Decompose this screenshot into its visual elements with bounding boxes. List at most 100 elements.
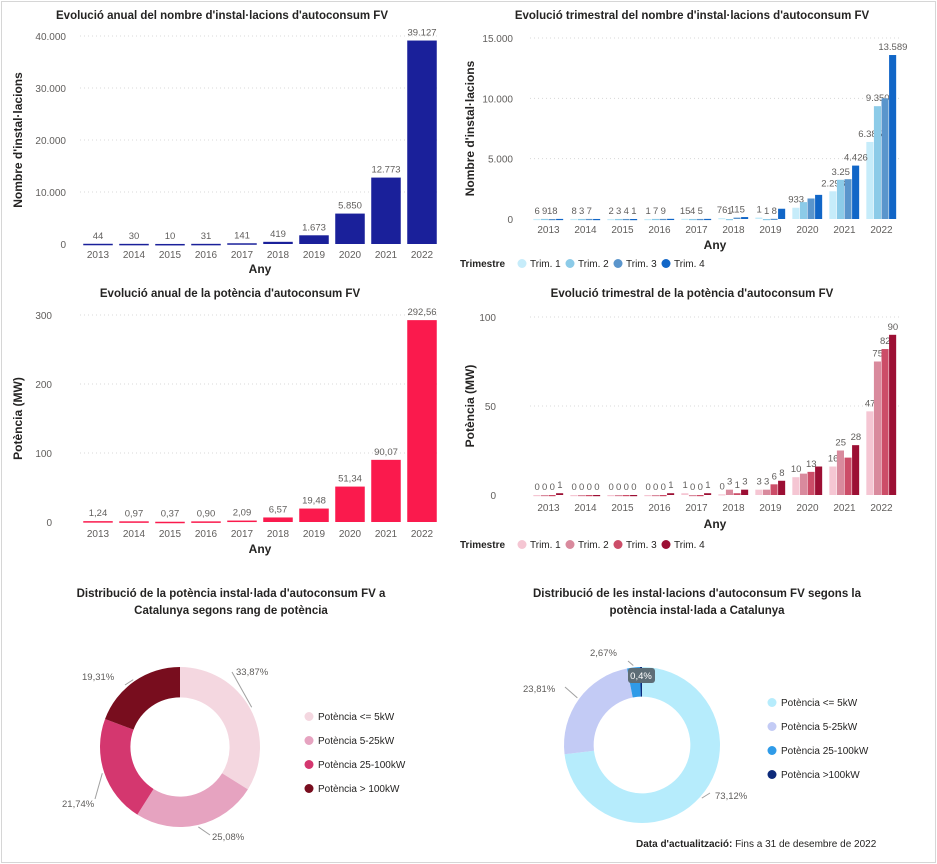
- legend-marker: [661, 540, 671, 549]
- data-label: 13: [806, 459, 817, 470]
- data-label: 1: [557, 480, 562, 491]
- data-label: 21,74%: [62, 799, 95, 810]
- y-tick-label: 200: [35, 380, 52, 391]
- label-leader: [231, 671, 253, 708]
- bar: [191, 243, 221, 246]
- update-date-label: Data d'actualització:: [636, 839, 733, 850]
- data-label: 141: [234, 230, 250, 241]
- bar-trim-4: [556, 493, 564, 495]
- data-label: 0: [587, 482, 592, 493]
- data-label: 3: [727, 477, 732, 488]
- legend-marker: [767, 698, 777, 707]
- bar-trim-2: [836, 450, 844, 495]
- data-label: 2: [608, 206, 613, 217]
- x-axis-title: Any: [249, 542, 272, 556]
- bar-trim-4: [704, 218, 712, 221]
- chart-quarterly-power: Evolució trimestral de la potència d'aut…: [460, 288, 900, 551]
- x-tick-label: 2022: [870, 503, 893, 514]
- data-label: 3.25: [831, 167, 850, 178]
- donut-slice: [180, 667, 260, 790]
- bar-trim-1: [644, 218, 652, 221]
- bar-trim-1: [829, 191, 837, 219]
- bar-trim-4: [852, 165, 860, 219]
- label-leader: [124, 679, 134, 686]
- data-label: 1: [682, 480, 687, 491]
- bar-trim-1: [607, 218, 615, 221]
- bar-trim-4: [667, 218, 675, 221]
- data-label: 8: [779, 468, 784, 479]
- data-label: 0: [534, 482, 539, 493]
- data-label: 18: [547, 206, 558, 217]
- x-tick-label: 2013: [87, 529, 110, 540]
- data-label: 33,87%: [236, 667, 269, 678]
- data-label: 51,34: [338, 474, 362, 485]
- data-label: 1: [735, 480, 740, 491]
- x-axis-title: Any: [249, 262, 272, 276]
- bar-trim-4: [630, 495, 638, 497]
- legend-marker: [565, 540, 575, 549]
- bar-trim-1: [792, 477, 800, 495]
- data-label: 4.426: [844, 153, 868, 164]
- x-tick-label: 2017: [685, 225, 708, 236]
- x-tick-label: 2017: [231, 529, 254, 540]
- data-label: 0,97: [125, 508, 144, 519]
- data-label: 10: [165, 231, 176, 242]
- y-tick-label: 10.000: [482, 94, 513, 105]
- x-tick-label: 2016: [195, 250, 218, 261]
- x-tick-label: 2014: [123, 250, 146, 261]
- bar-trim-3: [881, 349, 889, 495]
- legend-marker: [304, 712, 314, 721]
- data-label: 1: [727, 206, 732, 217]
- data-label: 73,12%: [715, 791, 748, 802]
- bar: [227, 243, 257, 245]
- data-label: 8: [772, 206, 777, 217]
- x-tick-label: 2018: [722, 503, 745, 514]
- data-label: 44: [93, 231, 104, 242]
- data-label: 0: [653, 482, 658, 493]
- bar-trim-4: [741, 217, 749, 219]
- data-label: 47: [865, 398, 876, 409]
- data-label: 76: [717, 205, 728, 216]
- y-tick-label: 300: [35, 311, 52, 322]
- x-axis-title: Any: [704, 238, 727, 252]
- y-axis-title: Nombre d'instal·lacions: [11, 72, 25, 208]
- donut-slice: [105, 667, 180, 730]
- y-tick-label: 50: [485, 402, 497, 413]
- bar-trim-2: [725, 218, 733, 221]
- data-label: 7: [653, 206, 658, 217]
- x-tick-label: 2019: [759, 503, 782, 514]
- bar-trim-1: [866, 141, 874, 219]
- bar-trim-1: [792, 207, 800, 219]
- legend-marker: [304, 736, 314, 745]
- chart-title: Evolució anual de la potència d'autocons…: [100, 288, 361, 300]
- bar-trim-3: [807, 198, 815, 219]
- y-tick-label: 30.000: [35, 84, 66, 95]
- x-tick-label: 2015: [611, 225, 634, 236]
- bar-trim-4: [815, 194, 823, 219]
- data-label: 39.127: [407, 28, 436, 39]
- bar-trim-4: [889, 55, 897, 220]
- chart-title: Evolució trimestral de la potència d'aut…: [551, 288, 834, 300]
- chart-title: Evolució anual del nombre d'instal·lacio…: [56, 10, 388, 22]
- data-label: 30: [129, 231, 140, 242]
- data-label: 2.298: [821, 178, 845, 189]
- bar-trim-1: [755, 489, 763, 495]
- chart-power-distribution-donut: Distribució de la potència instal·lada d…: [62, 588, 406, 843]
- legend-item: Trim. 1: [530, 540, 561, 551]
- bar: [119, 521, 149, 523]
- x-tick-label: 2019: [759, 225, 782, 236]
- data-label: 0: [719, 481, 724, 492]
- bar-trim-3: [770, 218, 778, 220]
- data-label: 3: [742, 477, 747, 488]
- legend-title: Trimestre: [460, 259, 505, 270]
- bar-trim-3: [622, 218, 630, 221]
- legend-marker: [304, 784, 314, 793]
- data-label: 1: [756, 205, 761, 216]
- data-label: 3: [579, 206, 584, 217]
- data-label: 0,4%: [630, 671, 652, 682]
- bar-trim-3: [881, 98, 889, 219]
- data-label: 75: [872, 349, 883, 360]
- data-label: 0: [698, 482, 703, 493]
- legend-marker: [517, 259, 527, 268]
